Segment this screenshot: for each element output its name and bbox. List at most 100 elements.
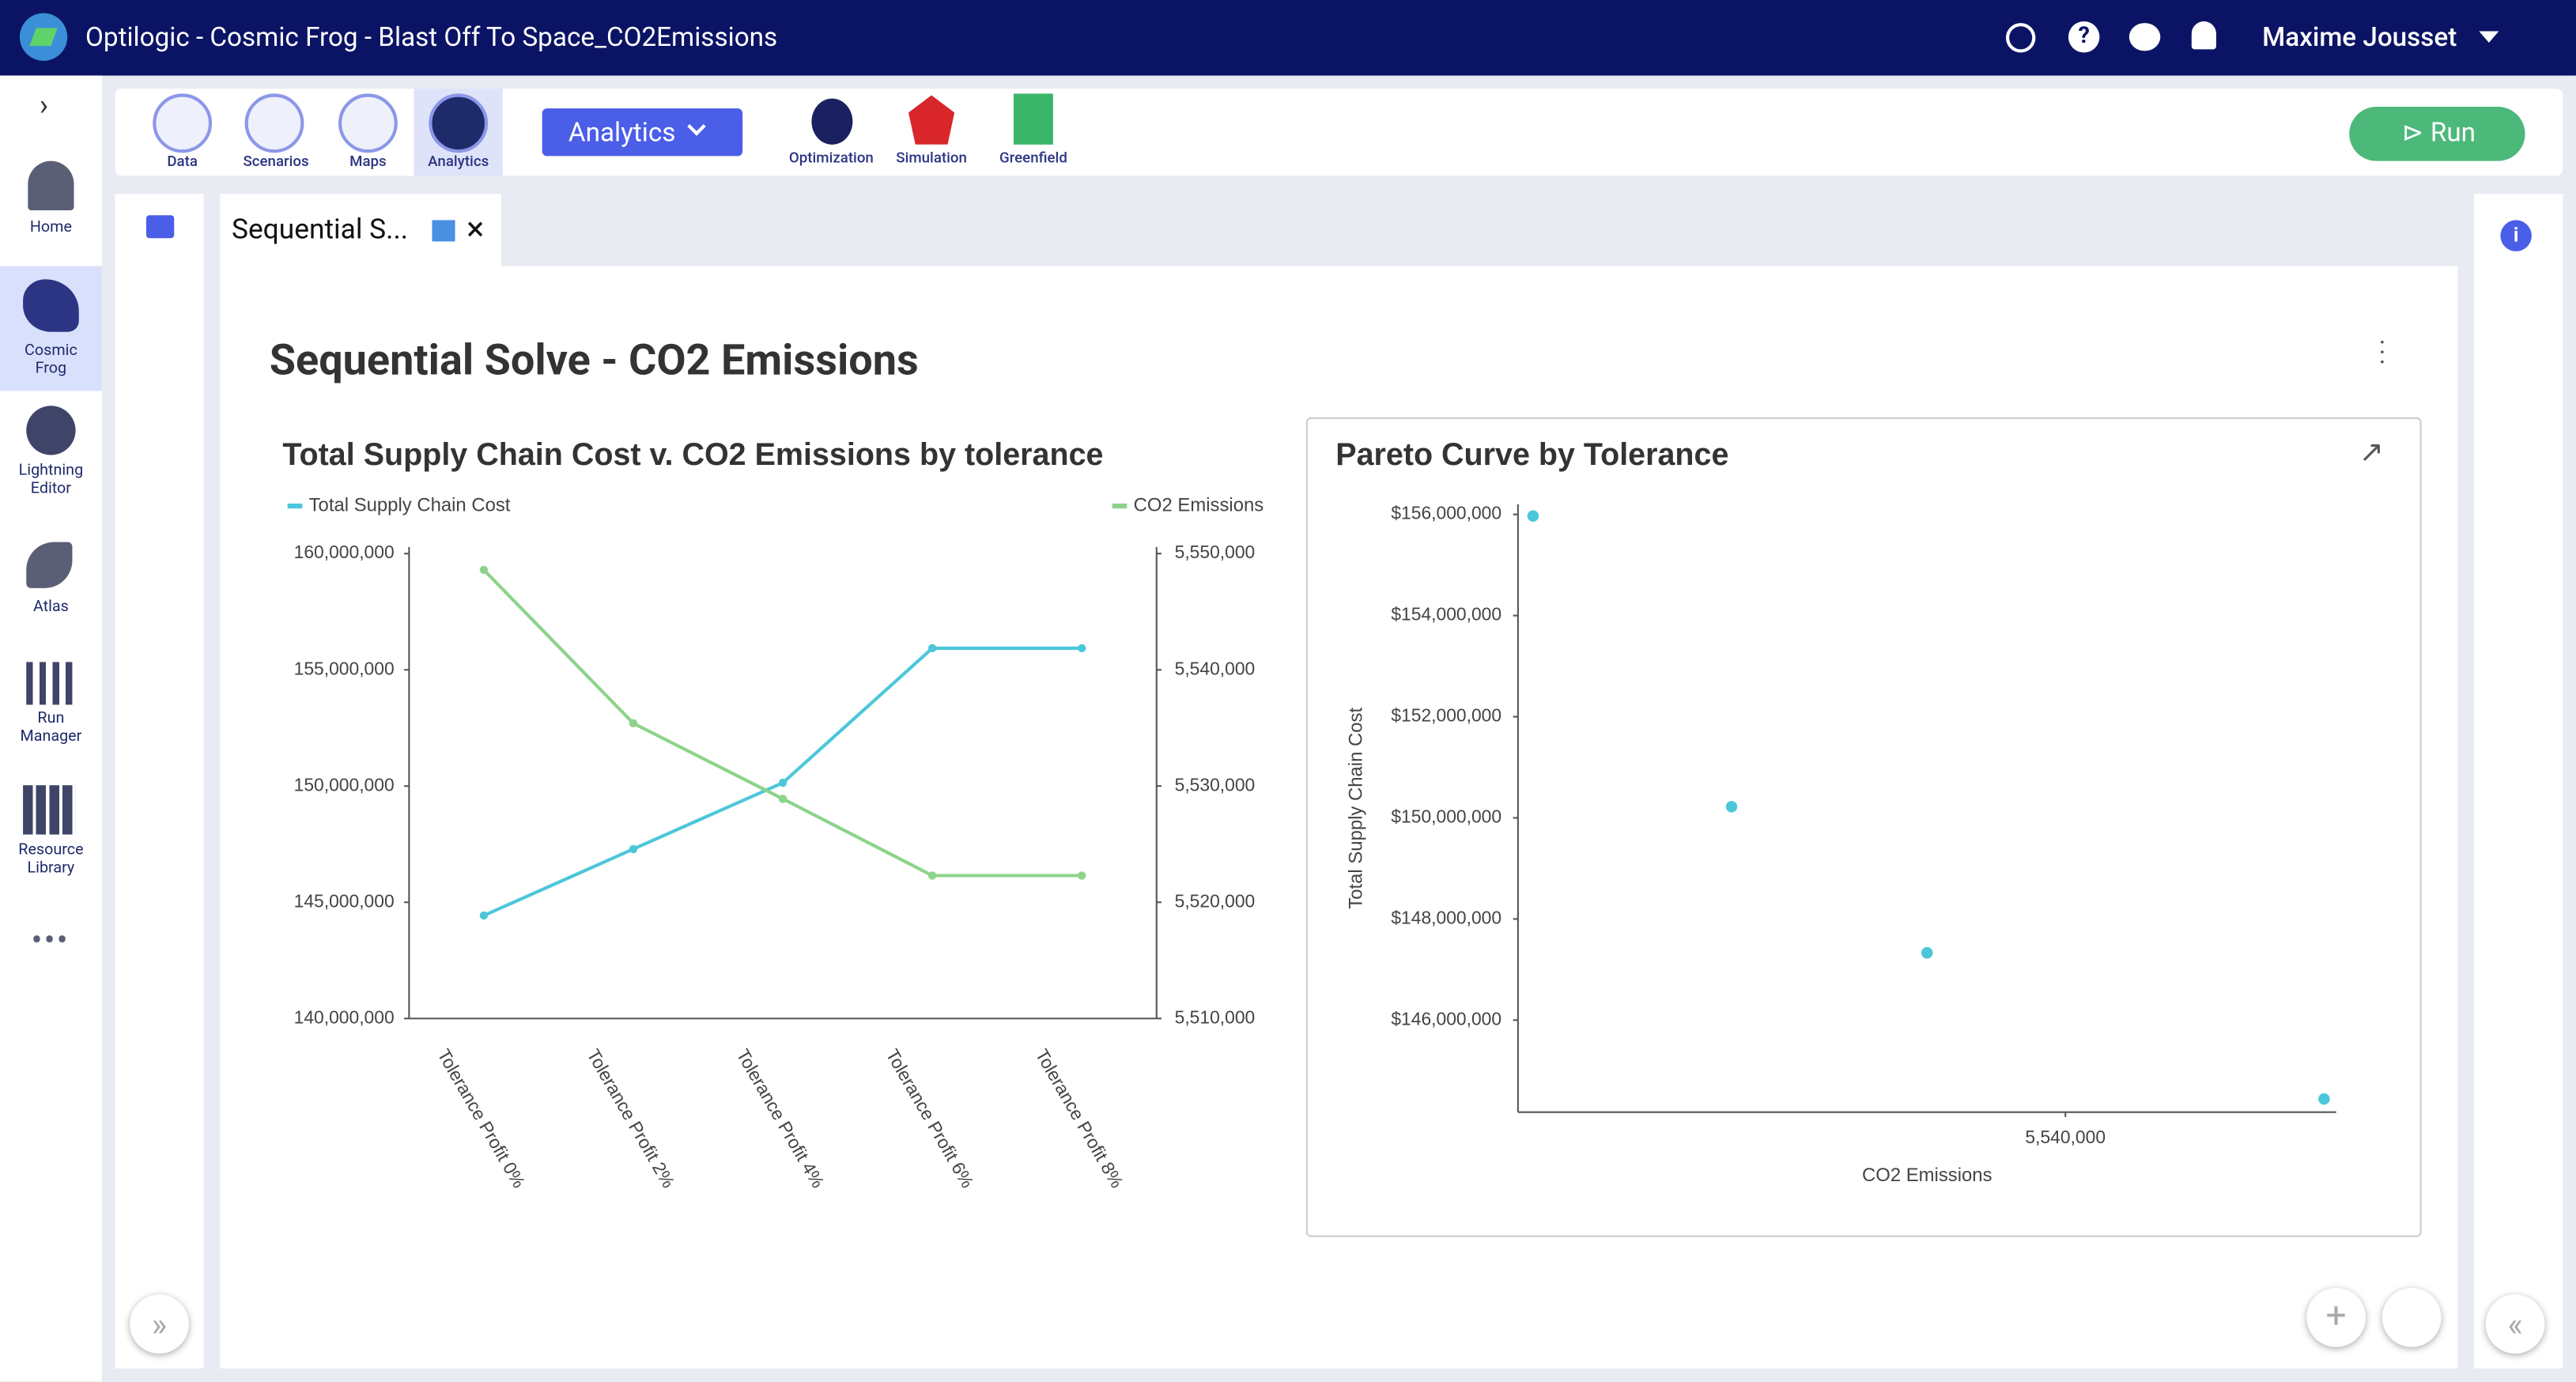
chat-icon[interactable] [2128, 23, 2161, 51]
add-button[interactable]: + [2306, 1287, 2366, 1347]
expand-chevron[interactable]: › [39, 89, 49, 123]
nav-item[interactable]: Home [29, 218, 72, 237]
help-icon[interactable]: ? [2068, 21, 2100, 53]
tab-chart-icon[interactable] [432, 220, 455, 242]
toolbar [115, 89, 2563, 176]
data-point [629, 844, 638, 854]
x-tick-label: Tolerance Profit 4% [732, 1045, 829, 1191]
data-point [629, 719, 638, 728]
right-panel [2474, 194, 2563, 1369]
dropdown-label[interactable]: Analytics [568, 116, 676, 149]
y-tick-label: $154,000,000 [1391, 604, 1501, 625]
app-title: Optilogic - Cosmic Frog - Blast Off To S… [85, 21, 778, 53]
team-icon[interactable] [2005, 23, 2036, 53]
nav-item[interactable]: Run Manager [20, 709, 82, 746]
scenarios-icon[interactable] [244, 93, 304, 153]
data-point [479, 565, 489, 574]
library-icon[interactable] [23, 785, 76, 835]
y2-tick-label: 5,520,000 [1175, 890, 1256, 911]
run-label[interactable]: ⊳ Run [2401, 116, 2476, 149]
bell-icon[interactable] [2191, 21, 2216, 50]
chart-title: Total Supply Chain Cost v. CO2 Emissions… [282, 437, 1103, 472]
y2-tick-label: 5,510,000 [1175, 1006, 1256, 1027]
data-point [927, 644, 937, 653]
nav-item[interactable]: Resource Library [18, 840, 84, 878]
optimization-icon[interactable] [811, 98, 853, 145]
x-tick-label: Tolerance Profit 2% [583, 1045, 679, 1191]
y-tick-label: 160,000,000 [294, 542, 395, 562]
module-label[interactable]: Maps [349, 154, 387, 172]
dashboard-title: Sequential Solve - CO2 Emissions [269, 336, 919, 387]
analytics-dropdown[interactable] [542, 108, 743, 157]
y-tick-label: $152,000,000 [1391, 705, 1501, 726]
data-icon[interactable] [153, 93, 213, 153]
y-tick-label: $150,000,000 [1391, 806, 1501, 826]
legend-label: Total Supply Chain Cost [309, 494, 511, 515]
more-icon[interactable]: ••• [31, 919, 70, 960]
y2-tick-label: 5,540,000 [1175, 658, 1256, 678]
lightning-icon[interactable] [26, 406, 76, 455]
tab-close[interactable]: × [466, 208, 485, 248]
tool-label[interactable]: Greenfield [999, 151, 1067, 168]
layout-button[interactable] [2381, 1287, 2442, 1347]
left-panel [115, 194, 204, 1369]
nav-item[interactable]: Atlas [32, 598, 69, 617]
data-point [1921, 946, 1933, 959]
tool-label[interactable]: Optimization [788, 151, 874, 168]
maps-icon[interactable] [338, 93, 398, 153]
x-tick-label: Tolerance Profit 8% [1032, 1045, 1128, 1191]
pareto-card [1305, 417, 2422, 1237]
module-label[interactable]: Data [167, 154, 198, 172]
x-tick-label: Tolerance Profit 0% [433, 1045, 530, 1191]
legend-label: CO2 Emissions [1134, 494, 1264, 515]
x-tick-label: Tolerance Profit 6% [882, 1045, 979, 1191]
y-axis-label: Total Supply Chain Cost [1346, 708, 1367, 909]
data-point [1527, 510, 1539, 522]
module-label[interactable]: Analytics [428, 154, 489, 172]
y-tick-label: 140,000,000 [294, 1006, 395, 1027]
logo[interactable] [19, 13, 68, 61]
tab-label[interactable]: Sequential S... [231, 213, 409, 247]
data-point [927, 871, 937, 880]
tool-label[interactable]: Simulation [896, 151, 967, 168]
dashboard-panel [220, 266, 2458, 1369]
data-point [479, 911, 489, 920]
data-point [1078, 871, 1086, 880]
expand-chart[interactable]: ↗ [2359, 435, 2385, 470]
nav-item[interactable]: Cosmic Frog [25, 342, 77, 378]
nav-item[interactable]: Lightning Editor [18, 461, 84, 498]
y-tick-label: 155,000,000 [294, 658, 395, 678]
y-tick-label: 145,000,000 [294, 890, 395, 911]
run-icon[interactable] [26, 662, 73, 705]
collapse-button[interactable]: « [2485, 1294, 2545, 1354]
kebab-menu[interactable]: · · · [2378, 327, 2386, 378]
run-button[interactable] [2349, 107, 2525, 161]
series-line [482, 568, 1082, 878]
home-icon[interactable] [28, 160, 74, 210]
info-icon[interactable]: i [2500, 220, 2532, 251]
y2-tick-label: 5,550,000 [1175, 542, 1256, 562]
data-point [1725, 801, 1738, 813]
data-point [778, 795, 788, 803]
y-tick-label: $148,000,000 [1391, 907, 1501, 927]
chart-title: Pareto Curve by Tolerance [1335, 437, 1728, 472]
run-text[interactable]: Run [2430, 116, 2476, 149]
x-tick-label: 5,540,000 [2025, 1127, 2106, 1147]
y-tick-label: $156,000,000 [1391, 503, 1501, 523]
module-label[interactable]: Scenarios [243, 154, 309, 172]
data-point [1078, 644, 1086, 653]
expand-button[interactable]: » [130, 1294, 189, 1354]
y2-tick-label: 5,530,000 [1175, 774, 1256, 795]
user-caret[interactable] [2479, 31, 2499, 43]
user-name[interactable]: Maxime Jousset [2262, 21, 2457, 53]
greenfield-icon[interactable] [1014, 93, 1053, 145]
x-axis-label: CO2 Emissions [1862, 1165, 1992, 1186]
y-tick-label: $146,000,000 [1391, 1008, 1501, 1029]
analytics-icon[interactable] [429, 93, 489, 153]
dashboard-icon[interactable] [145, 215, 175, 239]
data-point [2318, 1093, 2330, 1105]
y-tick-label: 150,000,000 [294, 774, 395, 795]
